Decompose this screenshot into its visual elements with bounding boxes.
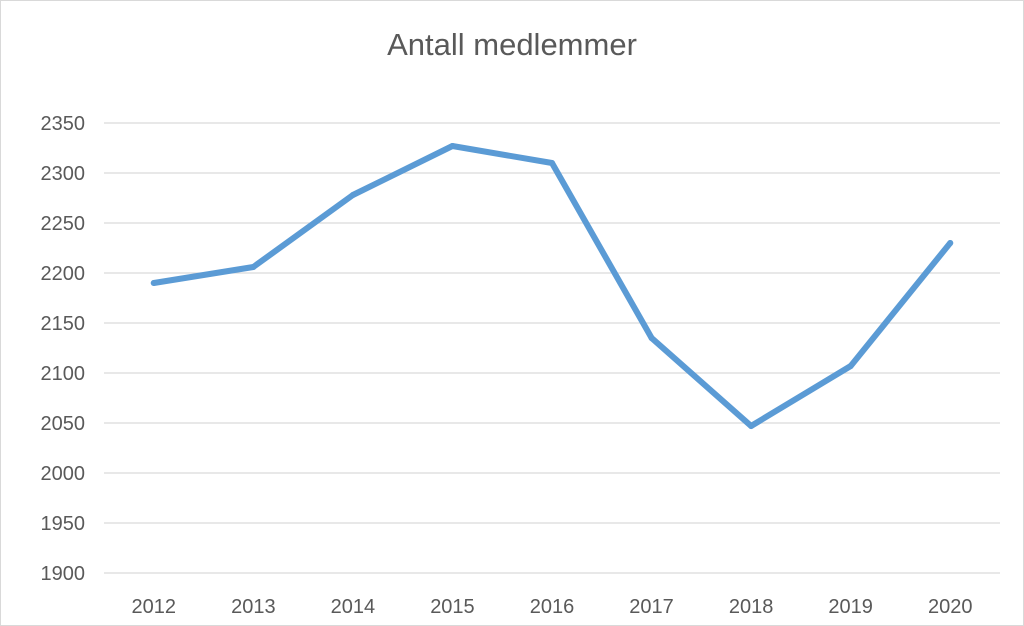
x-tick-label: 2017 xyxy=(629,596,674,618)
data-point-2020 xyxy=(947,240,954,246)
x-tick-label: 2018 xyxy=(729,596,774,618)
y-tick-label: 2150 xyxy=(41,313,86,335)
x-tick-label: 2012 xyxy=(132,596,177,618)
data-point-2015 xyxy=(449,143,456,149)
x-tick-label: 2020 xyxy=(928,596,973,618)
x-tick-label: 2014 xyxy=(331,596,376,618)
x-tick-label: 2019 xyxy=(828,596,873,618)
data-point-2014 xyxy=(349,192,356,198)
data-point-2013 xyxy=(250,264,257,270)
data-point-2016 xyxy=(549,160,555,166)
y-tick-label: 2350 xyxy=(41,113,86,135)
y-tick-label: 2200 xyxy=(41,263,86,285)
y-tick-label: 1900 xyxy=(41,563,86,585)
gridlines xyxy=(104,122,1000,574)
series-layer xyxy=(150,143,954,429)
data-point-2019 xyxy=(847,363,854,369)
y-tick-label: 1950 xyxy=(41,513,86,535)
y-tick-label: 2100 xyxy=(41,363,86,385)
y-tick-label: 2050 xyxy=(41,413,86,435)
data-point-2018 xyxy=(748,423,755,429)
x-tick-label: 2016 xyxy=(530,596,575,618)
x-tick-label: 2013 xyxy=(231,596,276,618)
data-point-2017 xyxy=(648,335,655,341)
y-tick-label: 2300 xyxy=(41,163,86,185)
y-axis-tick-labels: 1900 1950 2000 2050 2100 2150 2200 2250 2300 2350 xyxy=(41,113,86,585)
series-line xyxy=(150,143,954,429)
data-point-2012 xyxy=(150,280,157,286)
y-tick-label: 2250 xyxy=(41,213,86,235)
chart-title: Antall medlemmer xyxy=(387,27,637,62)
y-tick-label: 2000 xyxy=(41,463,86,485)
x-tick-label: 2015 xyxy=(430,596,475,618)
x-axis-tick-labels: 2012 2013 2014 2015 2016 2017 2018 2019 2020 xyxy=(132,596,973,618)
